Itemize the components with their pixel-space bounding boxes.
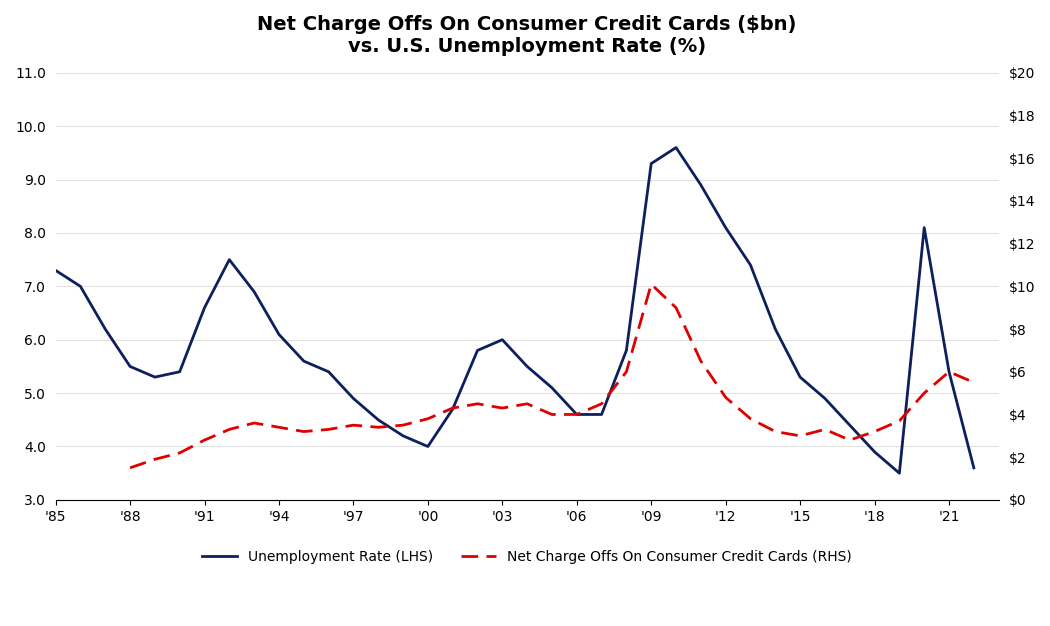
Unemployment Rate (LHS) — [894, 470, 906, 477]
Unemployment Rate (LHS) — [446, 406, 459, 413]
Net Charge Offs On Consumer Credit Cards (RHS) — [397, 421, 410, 429]
Unemployment Rate (LHS) — [843, 421, 856, 429]
Net Charge Offs On Consumer Credit Cards (RHS) — [794, 432, 806, 439]
Unemployment Rate (LHS) — [595, 411, 608, 418]
Net Charge Offs On Consumer Credit Cards (RHS) — [198, 436, 211, 444]
Net Charge Offs On Consumer Credit Cards (RHS) — [868, 428, 881, 435]
Unemployment Rate (LHS) — [49, 267, 62, 274]
Net Charge Offs On Consumer Credit Cards (RHS) — [546, 411, 559, 418]
Net Charge Offs On Consumer Credit Cards (RHS) — [621, 368, 633, 376]
Unemployment Rate (LHS) — [173, 368, 186, 376]
Unemployment Rate (LHS) — [967, 464, 980, 471]
Title: Net Charge Offs On Consumer Credit Cards ($bn)
vs. U.S. Unemployment Rate (%): Net Charge Offs On Consumer Credit Cards… — [257, 15, 797, 56]
Net Charge Offs On Consumer Credit Cards (RHS) — [446, 404, 459, 412]
Unemployment Rate (LHS) — [744, 261, 757, 269]
Unemployment Rate (LHS) — [124, 362, 136, 370]
Net Charge Offs On Consumer Credit Cards (RHS) — [843, 436, 856, 444]
Unemployment Rate (LHS) — [223, 256, 235, 264]
Net Charge Offs On Consumer Credit Cards (RHS) — [223, 426, 235, 433]
Unemployment Rate (LHS) — [75, 282, 87, 290]
Net Charge Offs On Consumer Credit Cards (RHS) — [173, 449, 186, 456]
Unemployment Rate (LHS) — [570, 411, 583, 418]
Net Charge Offs On Consumer Credit Cards (RHS) — [372, 424, 384, 431]
Net Charge Offs On Consumer Credit Cards (RHS) — [769, 428, 781, 435]
Line: Net Charge Offs On Consumer Credit Cards (RHS): Net Charge Offs On Consumer Credit Cards… — [130, 284, 973, 468]
Unemployment Rate (LHS) — [496, 336, 508, 344]
Net Charge Offs On Consumer Credit Cards (RHS) — [570, 411, 583, 418]
Unemployment Rate (LHS) — [868, 448, 881, 456]
Unemployment Rate (LHS) — [769, 326, 781, 333]
Unemployment Rate (LHS) — [546, 384, 559, 391]
Net Charge Offs On Consumer Credit Cards (RHS) — [819, 426, 832, 433]
Unemployment Rate (LHS) — [348, 395, 360, 403]
Net Charge Offs On Consumer Credit Cards (RHS) — [148, 456, 161, 463]
Unemployment Rate (LHS) — [918, 224, 930, 232]
Unemployment Rate (LHS) — [719, 224, 732, 232]
Unemployment Rate (LHS) — [248, 288, 260, 295]
Net Charge Offs On Consumer Credit Cards (RHS) — [348, 421, 360, 429]
Unemployment Rate (LHS) — [198, 304, 211, 312]
Net Charge Offs On Consumer Credit Cards (RHS) — [918, 389, 930, 397]
Net Charge Offs On Consumer Credit Cards (RHS) — [670, 304, 682, 312]
Net Charge Offs On Consumer Credit Cards (RHS) — [297, 428, 310, 435]
Net Charge Offs On Consumer Credit Cards (RHS) — [521, 400, 533, 408]
Net Charge Offs On Consumer Credit Cards (RHS) — [248, 419, 260, 427]
Unemployment Rate (LHS) — [297, 357, 310, 365]
Unemployment Rate (LHS) — [471, 347, 484, 354]
Unemployment Rate (LHS) — [694, 181, 707, 188]
Line: Unemployment Rate (LHS): Unemployment Rate (LHS) — [56, 148, 973, 473]
Net Charge Offs On Consumer Credit Cards (RHS) — [694, 357, 707, 365]
Net Charge Offs On Consumer Credit Cards (RHS) — [496, 404, 508, 412]
Unemployment Rate (LHS) — [621, 347, 633, 354]
Unemployment Rate (LHS) — [273, 331, 286, 338]
Net Charge Offs On Consumer Credit Cards (RHS) — [894, 417, 906, 424]
Unemployment Rate (LHS) — [397, 432, 410, 439]
Net Charge Offs On Consumer Credit Cards (RHS) — [471, 400, 484, 408]
Net Charge Offs On Consumer Credit Cards (RHS) — [645, 280, 657, 288]
Unemployment Rate (LHS) — [819, 395, 832, 403]
Unemployment Rate (LHS) — [148, 373, 161, 381]
Unemployment Rate (LHS) — [670, 144, 682, 151]
Unemployment Rate (LHS) — [645, 160, 657, 167]
Net Charge Offs On Consumer Credit Cards (RHS) — [744, 415, 757, 423]
Unemployment Rate (LHS) — [322, 368, 335, 376]
Unemployment Rate (LHS) — [421, 443, 434, 450]
Legend: Unemployment Rate (LHS), Net Charge Offs On Consumer Credit Cards (RHS): Unemployment Rate (LHS), Net Charge Offs… — [197, 545, 858, 570]
Net Charge Offs On Consumer Credit Cards (RHS) — [719, 394, 732, 401]
Net Charge Offs On Consumer Credit Cards (RHS) — [322, 426, 335, 433]
Net Charge Offs On Consumer Credit Cards (RHS) — [943, 368, 956, 376]
Unemployment Rate (LHS) — [521, 362, 533, 370]
Net Charge Offs On Consumer Credit Cards (RHS) — [421, 415, 434, 423]
Net Charge Offs On Consumer Credit Cards (RHS) — [124, 464, 136, 471]
Unemployment Rate (LHS) — [794, 373, 806, 381]
Net Charge Offs On Consumer Credit Cards (RHS) — [273, 424, 286, 431]
Net Charge Offs On Consumer Credit Cards (RHS) — [967, 379, 980, 386]
Unemployment Rate (LHS) — [943, 368, 956, 376]
Unemployment Rate (LHS) — [372, 416, 384, 424]
Unemployment Rate (LHS) — [99, 326, 111, 333]
Net Charge Offs On Consumer Credit Cards (RHS) — [595, 400, 608, 408]
